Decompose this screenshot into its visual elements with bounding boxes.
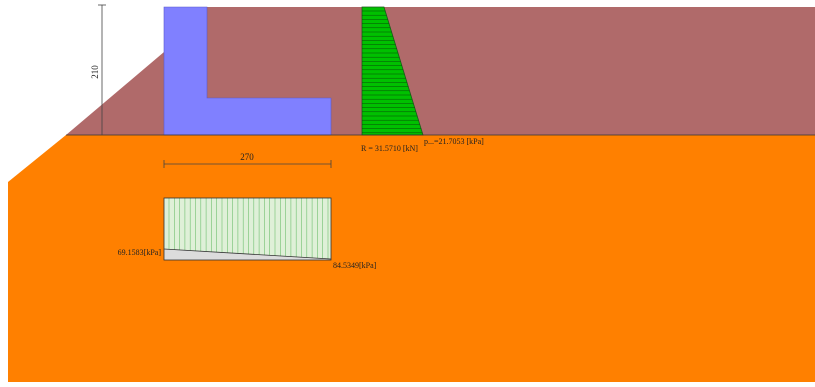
height-dimension: 210 <box>90 4 106 135</box>
earth-resultant-label: R = 31.5710 [kN] <box>361 144 418 153</box>
width-dimension: 270 <box>163 152 332 168</box>
contact-pressure-hatch <box>168 198 329 259</box>
contact-pressure-line <box>163 248 332 260</box>
contact-pressure-border <box>163 197 332 261</box>
lower-soil-layer <box>8 135 815 382</box>
contact-pressure-area <box>164 198 331 260</box>
earth-pressure-hatch <box>362 10 423 134</box>
contact-pressure-diagram <box>163 197 332 261</box>
height-dimension-label: 210 <box>90 65 100 79</box>
earth-max-pressure-label: p...=21.7053 [kPa] <box>424 137 484 146</box>
contact-left-label: 69.1583[kPa] <box>118 248 162 257</box>
contact-right-label: 84.5349[kPa] <box>333 261 377 270</box>
width-dimension-label: 270 <box>240 152 254 162</box>
